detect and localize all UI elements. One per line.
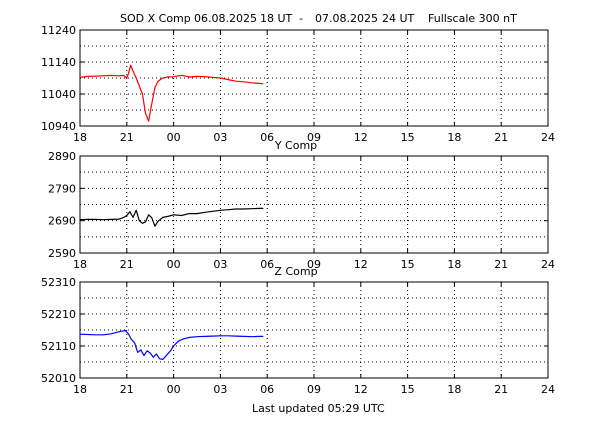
x-comp-xtick-label: 15 (401, 131, 415, 144)
x-comp-series-line (79, 64, 264, 122)
x-comp-xtick-label: 21 (494, 131, 508, 144)
start-time: 18 UT (260, 12, 293, 25)
x-comp-xtick-label: 24 (541, 131, 555, 144)
y-comp-xtick-label: 18 (447, 258, 461, 271)
x-comp-ytick-label: 11240 (41, 24, 76, 37)
z-comp-xtick-label: 21 (494, 383, 508, 396)
end-date: 07.08.2025 (315, 12, 378, 25)
z-comp-xtick-label: 21 (120, 383, 134, 396)
x-comp-xtick-label: 09 (307, 131, 321, 144)
y-comp-xtick-label: 15 (401, 258, 415, 271)
y-comp-xtick-label: 18 (73, 258, 87, 271)
y-comp-ytick-label: 2890 (48, 150, 76, 163)
y-comp-title: Y Comp (274, 139, 317, 152)
z-comp-xtick-label: 24 (541, 383, 555, 396)
y-comp-xtick-label: 09 (307, 258, 321, 271)
y-comp-xtick-label: 00 (167, 258, 181, 271)
z-comp-ytick-label: 52210 (41, 308, 76, 321)
y-comp-xtick-label: 21 (494, 258, 508, 271)
y-comp-xtick-label: 24 (541, 258, 555, 271)
z-comp-xtick-label: 09 (307, 383, 321, 396)
station-label: SOD X Comp (120, 12, 191, 25)
y-comp-xtick-label: 12 (354, 258, 368, 271)
x-comp-ytick-label: 11040 (41, 88, 76, 101)
z-comp-title: Z Comp (274, 265, 317, 278)
z-comp-ytick-label: 52310 (41, 276, 76, 289)
z-comp-xtick-label: 18 (447, 383, 461, 396)
z-comp-series-line (79, 330, 264, 360)
y-comp-xtick-label: 06 (260, 258, 274, 271)
y-comp-ytick-label: 2790 (48, 182, 76, 195)
fullscale-label: Fullscale 300 nT (428, 12, 517, 25)
z-comp-xtick-label: 18 (73, 383, 87, 396)
x-comp-xtick-label: 03 (213, 131, 227, 144)
x-comp-ytick-label: 10940 (41, 120, 76, 133)
z-comp-xtick-label: 03 (213, 383, 227, 396)
x-comp-xtick-label: 21 (120, 131, 134, 144)
x-comp-panel: 18 21 00 03 06 09 12 15 18 21 24 11240 11140 11040 109… (41, 24, 555, 144)
z-comp-ytick-label: 52010 (41, 372, 76, 385)
z-comp-ytick-label: 52110 (41, 340, 76, 353)
x-comp-xtick-label: 06 (260, 131, 274, 144)
y-comp-xtick-label: 21 (120, 258, 134, 271)
z-comp-panel: Z Comp 18 21 00 03 06 09 12 15 18 21 24 52310 52210 52… (41, 265, 555, 396)
z-comp-xtick-label: 00 (167, 383, 181, 396)
y-comp-ytick-label: 2690 (48, 215, 76, 228)
z-comp-xtick-label: 15 (401, 383, 415, 396)
y-comp-ytick-label: 2590 (48, 247, 76, 260)
x-comp-xtick-label: 00 (167, 131, 181, 144)
y-comp-xtick-label: 03 (213, 258, 227, 271)
start-date: 06.08.2025 (194, 12, 257, 25)
x-comp-xtick-label: 18 (73, 131, 87, 144)
x-comp-xtick-label: 18 (447, 131, 461, 144)
x-comp-xtick-label: 12 (354, 131, 368, 144)
y-comp-series-line (79, 207, 264, 227)
z-comp-xtick-label: 12 (354, 383, 368, 396)
y-comp-panel: Y Comp 18 21 00 03 06 09 12 15 18 21 24 2890 2790 2690… (48, 139, 555, 271)
range-dash: - (299, 12, 303, 25)
x-comp-ytick-label: 11140 (41, 56, 76, 69)
end-time: 24 UT (382, 12, 415, 25)
last-updated: Last updated 05:29 UTC (252, 402, 385, 415)
z-comp-xtick-label: 06 (260, 383, 274, 396)
